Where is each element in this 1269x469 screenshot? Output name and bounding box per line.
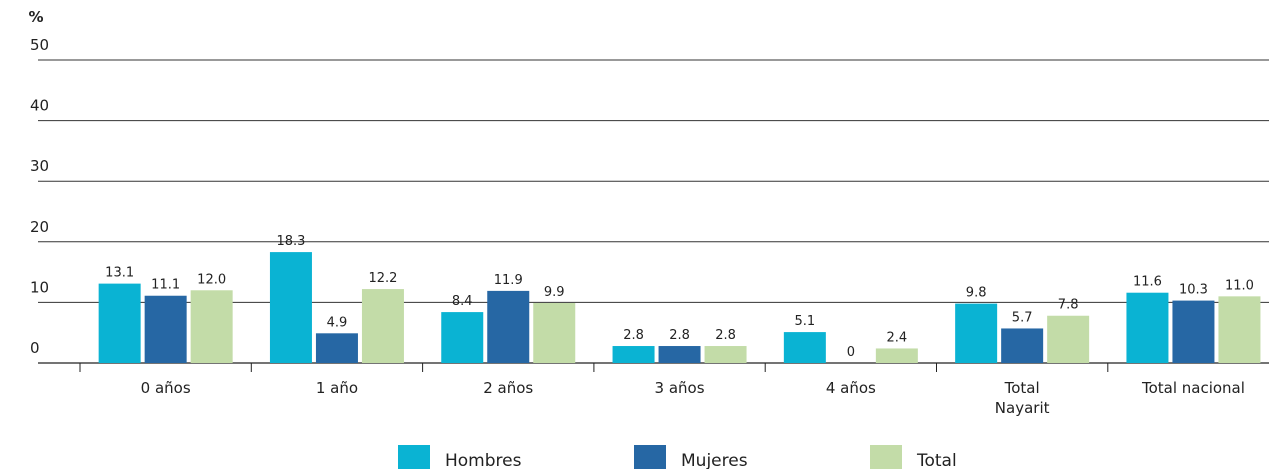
bar xyxy=(1126,292,1169,363)
bar xyxy=(1218,296,1261,363)
legend-swatch xyxy=(398,445,430,469)
value-label: 12.0 xyxy=(197,272,226,287)
y-tick-label: 50 xyxy=(30,36,49,54)
value-label: 8.4 xyxy=(452,294,473,309)
bar xyxy=(875,348,918,363)
x-tick-label: Total nacional xyxy=(1141,379,1245,397)
value-label: 9.8 xyxy=(966,286,987,301)
legend-swatch xyxy=(634,445,666,469)
bar xyxy=(269,252,312,363)
legend-label: Total xyxy=(916,451,957,469)
bar xyxy=(533,303,576,363)
bar xyxy=(190,290,233,363)
x-tick-label: 3 años xyxy=(655,379,705,397)
value-label: 12.2 xyxy=(368,271,397,286)
y-tick-label: 10 xyxy=(30,278,49,296)
value-label: 4.9 xyxy=(327,315,348,330)
bar xyxy=(1001,328,1044,363)
value-label: 2.8 xyxy=(623,328,644,343)
legend-label: Mujeres xyxy=(681,451,748,469)
bar xyxy=(361,289,404,363)
value-label: 0 xyxy=(847,345,855,360)
bar xyxy=(955,303,998,363)
bar xyxy=(144,295,187,363)
value-label: 11.1 xyxy=(151,278,180,293)
y-tick-label: 20 xyxy=(30,218,49,236)
value-label: 7.8 xyxy=(1058,298,1079,313)
y-tick-label: 40 xyxy=(30,97,49,115)
bar xyxy=(441,312,484,363)
legend-label: Hombres xyxy=(445,451,522,469)
value-label: 2.8 xyxy=(715,328,736,343)
x-tick-label: 0 años xyxy=(141,379,191,397)
bar xyxy=(783,332,826,363)
bar xyxy=(1172,300,1215,363)
value-label: 5.7 xyxy=(1012,310,1033,325)
value-label: 5.1 xyxy=(795,314,816,329)
x-tick-label: Total Nayarit xyxy=(995,379,1050,417)
x-tick-label: 1 año xyxy=(316,379,358,397)
bar xyxy=(98,283,141,363)
y-axis-label: % xyxy=(28,8,43,26)
x-tick-label: 2 años xyxy=(483,379,533,397)
value-label: 18.3 xyxy=(276,234,305,249)
bar xyxy=(704,346,747,363)
legend-swatch xyxy=(870,445,902,469)
value-label: 2.4 xyxy=(887,330,908,345)
bar xyxy=(487,290,530,363)
y-tick-label: 30 xyxy=(30,157,49,175)
value-label: 11.6 xyxy=(1133,275,1162,290)
value-label: 2.8 xyxy=(669,328,690,343)
value-label: 10.3 xyxy=(1179,283,1208,298)
bar xyxy=(658,346,701,363)
bar xyxy=(315,333,358,363)
bar xyxy=(612,346,655,363)
value-label: 13.1 xyxy=(105,266,134,281)
value-label: 11.9 xyxy=(494,273,523,288)
x-tick-label: 4 años xyxy=(826,379,876,397)
x-tick-label-line: Nayarit xyxy=(995,399,1050,417)
x-tick-label-line: Total xyxy=(1004,379,1040,397)
bar xyxy=(1047,315,1090,363)
value-label: 11.0 xyxy=(1225,278,1254,293)
value-label: 9.9 xyxy=(544,285,565,300)
y-tick-label: 0 xyxy=(30,339,40,357)
